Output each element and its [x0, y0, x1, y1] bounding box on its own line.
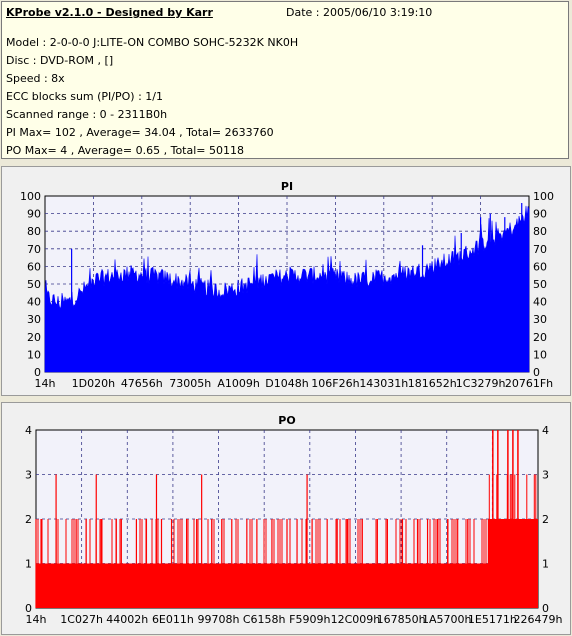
x-tick-label: 12C009h	[331, 613, 381, 626]
x-tick-label: 1D020h	[72, 377, 115, 390]
y-tick-label-right: 50	[533, 278, 547, 291]
y-tick-label-right: 100	[533, 190, 554, 203]
y-tick-label: 70	[27, 243, 41, 256]
chart-title: PI	[281, 180, 293, 193]
x-tick-label: 20761Fh	[505, 377, 553, 390]
x-tick-label: 99708h	[198, 613, 240, 626]
y-tick-label: 3	[25, 469, 32, 482]
y-tick-label: 2	[25, 513, 32, 526]
x-tick-label: 1C027h	[60, 613, 103, 626]
x-tick-label: A1009h	[217, 377, 260, 390]
y-tick-label-right: 30	[533, 313, 547, 326]
pi-chart-panel: PI 0 0 10 10 20 20 30 30 40 40 50 50 60 60 70 70 80 80 90 90…	[1, 166, 571, 396]
y-tick-label-right: 90	[533, 208, 547, 221]
x-tick-label: 14h	[26, 613, 47, 626]
y-tick-label-right: 70	[533, 243, 547, 256]
app-title: KProbe v2.1.0 - Designed by Karr	[6, 6, 213, 19]
disc-type: Disc : DVD-ROM , []	[6, 54, 114, 67]
x-tick-label: 1A5700h	[422, 613, 472, 626]
scan-date: Date : 2005/06/10 3:19:10	[286, 6, 433, 19]
y-tick-label-right: 0	[542, 602, 549, 615]
y-tick-label: 0	[34, 366, 41, 379]
po-chart: PO 0 0 1 1 2 2 3 3 4 4 14h 1C027h 44002h 6E011h 99708h C…	[25, 414, 563, 626]
y-tick-label-right: 4	[542, 424, 549, 437]
y-tick-label-right: 60	[533, 260, 547, 273]
x-tick-label: 1C3279h	[456, 377, 506, 390]
pi-stats: PI Max= 102 , Average= 34.04 , Total= 26…	[6, 126, 274, 139]
x-tick-label: 73005h	[169, 377, 211, 390]
scanned-range: Scanned range : 0 - 2311B0h	[6, 108, 168, 121]
x-tick-label: 6E011h	[152, 613, 194, 626]
y-tick-label-right: 10	[533, 348, 547, 361]
y-tick-label-right: 40	[533, 296, 547, 309]
y-tick-label: 100	[20, 190, 41, 203]
y-tick-label-right: 20	[533, 331, 547, 344]
po-stats: PO Max= 4 , Average= 0.65 , Total= 50118	[6, 144, 244, 157]
y-tick-label-right: 1	[542, 558, 549, 571]
chart-title: PO	[278, 414, 295, 427]
x-tick-label: F5909h	[289, 613, 330, 626]
y-tick-label-right: 3	[542, 469, 549, 482]
x-tick-label: 14h	[35, 377, 56, 390]
y-tick-label: 1	[25, 558, 32, 571]
y-tick-label: 0	[25, 602, 32, 615]
y-tick-label-right: 80	[533, 225, 547, 238]
info-panel: KProbe v2.1.0 - Designed by Karr Date : …	[1, 1, 569, 159]
x-tick-label: 44002h	[106, 613, 148, 626]
ecc-blocks: ECC blocks sum (PI/PO) : 1/1	[6, 90, 163, 103]
y-tick-label-right: 0	[533, 366, 540, 379]
y-tick-label: 90	[27, 208, 41, 221]
y-tick-label: 20	[27, 331, 41, 344]
x-tick-label: 47656h	[121, 377, 163, 390]
y-tick-label: 30	[27, 313, 41, 326]
y-tick-label: 80	[27, 225, 41, 238]
pi-chart: PI 0 0 10 10 20 20 30 30 40 40 50 50 60 60 70 70 80 80 90 90…	[20, 180, 554, 390]
y-tick-label: 60	[27, 260, 41, 273]
scan-speed: Speed : 8x	[6, 72, 65, 85]
y-tick-label: 40	[27, 296, 41, 309]
y-tick-label: 50	[27, 278, 41, 291]
x-tick-label: 1E5171h	[468, 613, 517, 626]
x-tick-label: C6158h	[243, 613, 286, 626]
x-tick-label: 143031h	[359, 377, 408, 390]
x-tick-label: 106F26h	[311, 377, 359, 390]
x-tick-label: 181652h	[408, 377, 457, 390]
x-tick-label: D1048h	[265, 377, 308, 390]
y-tick-label: 10	[27, 348, 41, 361]
drive-model: Model : 2-0-0-0 J:LITE-ON COMBO SOHC-523…	[6, 36, 299, 49]
y-tick-label: 4	[25, 424, 32, 437]
y-tick-label-right: 2	[542, 513, 549, 526]
x-tick-label: 167850h	[377, 613, 426, 626]
po-chart-panel: PO 0 0 1 1 2 2 3 3 4 4 14h 1C027h 44002h 6E011h 99708h C…	[1, 402, 571, 635]
pi-area	[44, 205, 530, 373]
x-tick-label: 226479h	[514, 613, 563, 626]
